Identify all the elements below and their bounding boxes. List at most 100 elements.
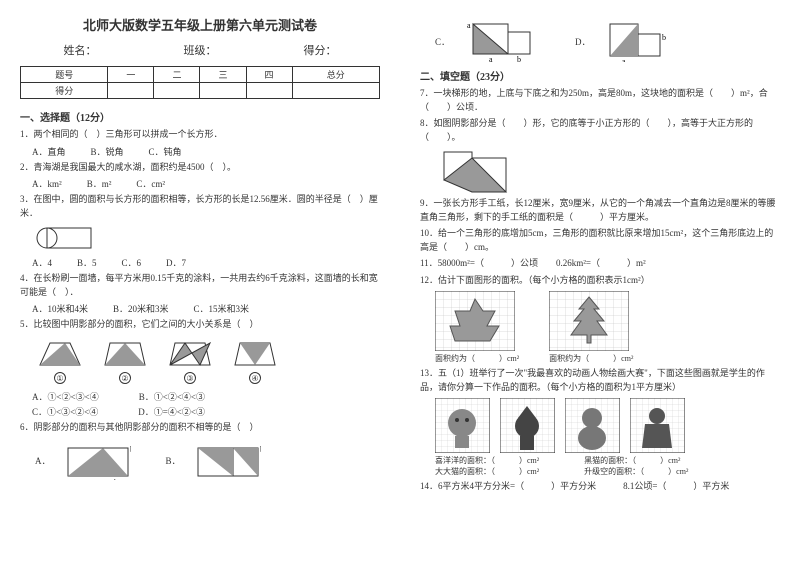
q10: 10．给一个三角形的底增加5cm，三角形的面积就比原来增加15cm²，这个三角形… <box>420 227 780 254</box>
paper-title: 北师大版数学五年级上册第六单元测试卷 <box>20 15 380 34</box>
q5-figures: ① ② ③ ④ <box>35 338 380 384</box>
opt: A．①<②<③<④ <box>32 390 99 403</box>
opt: A．10米和4米 <box>32 302 88 315</box>
q3-opts: A．4 B．5 C．6 D．7 <box>32 256 380 269</box>
th: 一 <box>108 67 154 83</box>
q6-figures-ab: A． abb B． ab <box>35 440 380 480</box>
svg-text:a: a <box>84 478 88 480</box>
svg-text:a: a <box>489 55 493 62</box>
opt: D．7 <box>166 256 186 269</box>
cartoon2-icon <box>500 398 555 453</box>
opt: A．4 <box>32 256 52 269</box>
q13-labels1: 喜洋洋的面积：（ ）cm² 黑猫的面积：（ ）cm² <box>435 455 780 466</box>
fig: ① <box>35 338 85 384</box>
td: 得分 <box>21 83 108 99</box>
label: ② <box>119 372 131 384</box>
opt: B．5 <box>77 256 97 269</box>
cartoon4-icon <box>630 398 685 453</box>
label: ④ <box>249 372 261 384</box>
opt: C．6 <box>122 256 142 269</box>
table-row: 题号 一 二 三 四 总分 <box>21 67 380 83</box>
opt: C．钝角 <box>149 145 182 158</box>
svg-text:b: b <box>260 445 261 454</box>
q5-opts2: C．①<③<②<④ D．①=④<②<③ <box>32 405 380 418</box>
th: 四 <box>246 67 292 83</box>
opt: A．直角 <box>32 145 66 158</box>
opt-label: C． <box>435 35 450 48</box>
section2-title: 二、填空题（23分） <box>420 68 780 83</box>
label: 面积约为（ ）cm² <box>549 353 633 364</box>
section1-title: 一、选择题（12分） <box>20 109 380 124</box>
fig: ② <box>100 338 150 384</box>
td <box>200 83 246 99</box>
q2-opts: A．km² B．m² C．cm² <box>32 177 380 190</box>
svg-text:b: b <box>130 445 131 454</box>
fig-b: ab <box>196 440 261 480</box>
grid-fig: 面积约为（ ）cm² <box>549 291 633 364</box>
squares-icon <box>440 148 510 193</box>
q5: 5．比较图中阴影部分的面积，它们之间的大小关系是（ ） <box>20 318 380 332</box>
opt-label: B． <box>166 454 181 467</box>
q7: 7．一块梯形的地，上底与下底之和为250m，高是80m，这块地的面积是（ ）m²… <box>420 87 780 114</box>
q13: 13．五（1）班举行了一次"我最喜欢的动画人物绘画大赛"，下面这些图画就是学生的… <box>420 367 780 394</box>
grid-leaf-icon <box>435 291 515 351</box>
score-table: 题号 一 二 三 四 总分 得分 <box>20 66 380 99</box>
th: 三 <box>200 67 246 83</box>
q1: 1．两个相同的（ ）三角形可以拼成一个长方形． <box>20 128 380 142</box>
right-page: C． a ab D． ab 二、填空题（23分） 7．一块梯形的地，上底与下底之… <box>400 0 800 566</box>
label: 黑猫的面积：（ ）cm² <box>584 455 680 466</box>
score-label: 得分： <box>304 42 337 58</box>
grid-tree-icon <box>549 291 629 351</box>
opt: B．①<②<④<③ <box>139 390 205 403</box>
td <box>246 83 292 99</box>
table-row: 得分 <box>21 83 380 99</box>
opt: C．①<③<②<④ <box>32 405 98 418</box>
opt: B．锐角 <box>91 145 124 158</box>
opt-label: D． <box>575 35 591 48</box>
fig-d: ab <box>606 20 666 62</box>
cartoon1-icon <box>435 398 490 453</box>
q12-figures: 面积约为（ ）cm² 面积约为（ ）cm² <box>435 291 780 364</box>
td <box>292 83 379 99</box>
left-page: 北师大版数学五年级上册第六单元测试卷 姓名： 班级： 得分： 题号 一 二 三 … <box>0 0 400 566</box>
opt: C．15米和3米 <box>194 302 250 315</box>
td <box>108 83 154 99</box>
q3: 3．在图中，圆的面积与长方形的面积相等，长方形的长是12.56厘米．圆的半径是（… <box>20 193 380 220</box>
q13-labels2: 大大猫的面积：（ ）cm² 升级空的面积：（ ）cm² <box>435 466 780 477</box>
class-label: 班级： <box>184 42 217 58</box>
svg-text:b: b <box>114 478 118 480</box>
fig-c: a a b <box>465 20 535 62</box>
svg-text:a: a <box>214 478 218 480</box>
q12: 12．估计下面图形的面积。（每个小方格的面积表示1cm²） <box>420 274 780 288</box>
q2: 2．青海湖是我国最大的咸水湖，面积约是4500（ ）。 <box>20 161 380 175</box>
th: 总分 <box>292 67 379 83</box>
svg-text:b: b <box>662 33 666 42</box>
opt: B．m² <box>87 177 112 190</box>
q1-opts: A．直角 B．锐角 C．钝角 <box>32 145 380 158</box>
td <box>154 83 200 99</box>
q9: 9．一张长方形手工纸，长12厘米，宽9厘米，从它的一个角减去一个直角边是8厘米的… <box>420 197 780 224</box>
grid-fig: 面积约为（ ）cm² <box>435 291 519 364</box>
opt: A．km² <box>32 177 62 190</box>
svg-text:b: b <box>517 55 521 62</box>
circle-rect-icon <box>35 224 95 252</box>
th: 题号 <box>21 67 108 83</box>
fig: ④ <box>230 338 280 384</box>
svg-text:a: a <box>467 21 471 30</box>
q13-figures <box>435 398 780 453</box>
opt-label: A． <box>35 454 51 467</box>
label: 喜洋洋的面积：（ ）cm² <box>435 455 539 466</box>
cartoon3-icon <box>565 398 620 453</box>
fig: ③ <box>165 338 215 384</box>
label: ③ <box>184 372 196 384</box>
label: 面积约为（ ）cm² <box>435 353 519 364</box>
opt: C．cm² <box>136 177 165 190</box>
fig-a: a b b <box>66 440 131 480</box>
q5-opts: A．①<②<③<④ B．①<②<④<③ <box>32 390 380 403</box>
q3-figure <box>35 224 380 252</box>
label: 大大猫的面积：（ ）cm² <box>435 466 539 477</box>
svg-text:a: a <box>622 57 626 62</box>
q4-opts: A．10米和4米 B．20米和3米 C．15米和3米 <box>32 302 380 315</box>
opt: D．①=④<②<③ <box>138 405 205 418</box>
q4: 4．在长粉刷一面墙，每平方米用0.15千克的涂料，一共用去约6千克涂料，这面墙的… <box>20 272 380 299</box>
